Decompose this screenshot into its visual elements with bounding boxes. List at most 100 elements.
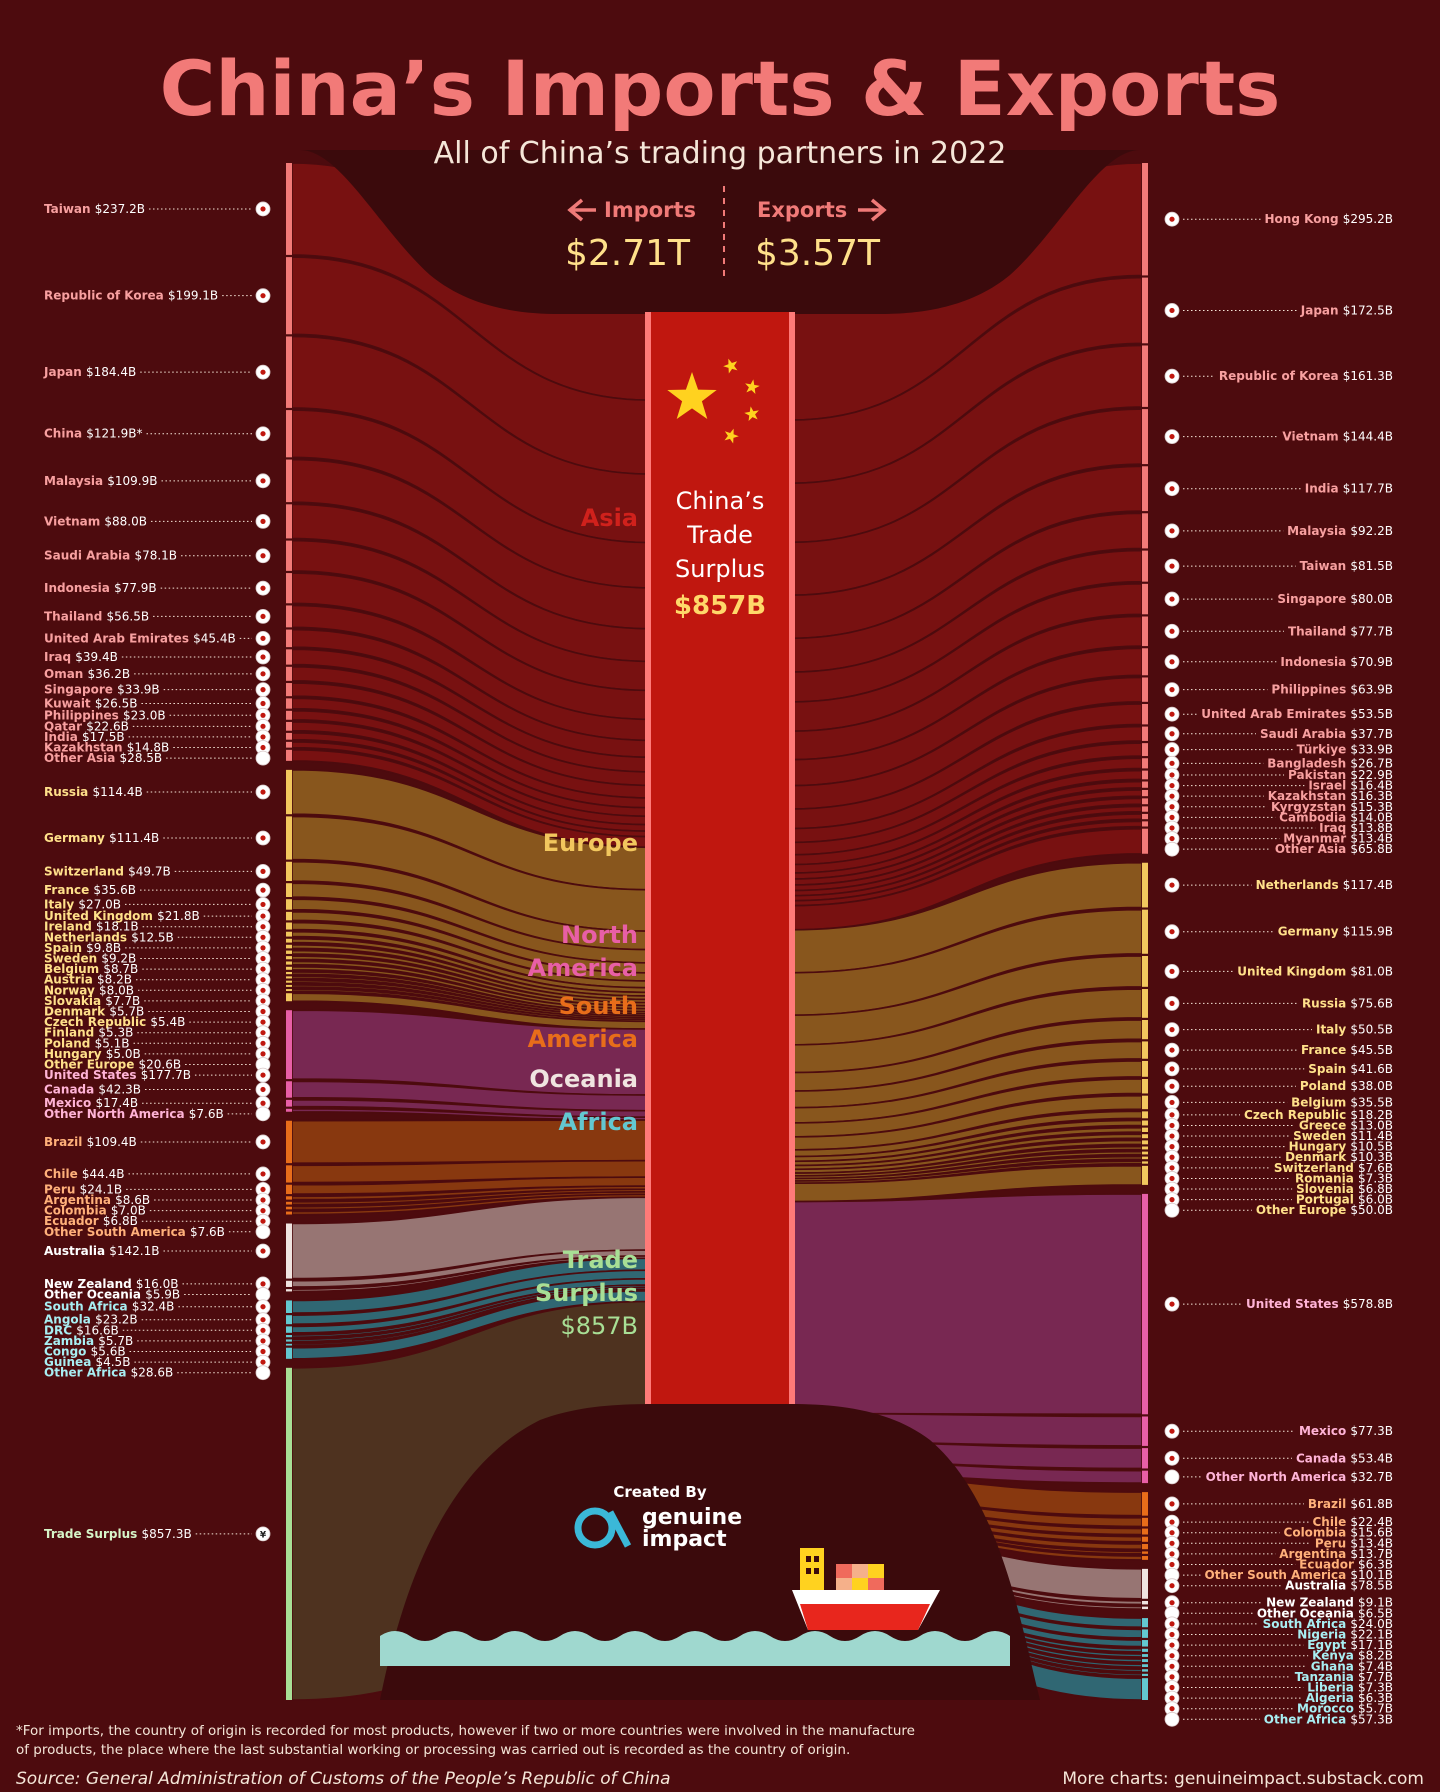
flag-thailand-icon <box>1164 623 1180 639</box>
import-bar-argentina <box>286 1196 292 1200</box>
flag-new-zealand-icon <box>255 1276 271 1292</box>
flag-egypt-icon <box>1164 1637 1180 1653</box>
flag-colombia-icon <box>1164 1525 1180 1541</box>
export-bar-other-africa <box>1142 1678 1148 1700</box>
import-bar-other-asia <box>286 749 292 761</box>
import-bar-peru <box>286 1184 292 1195</box>
import-bar-china <box>286 410 292 458</box>
export-label-egypt: Egypt $17.1B <box>1307 1638 1393 1652</box>
flag-czech-icon <box>255 1014 271 1030</box>
flag-italy-icon <box>1164 1022 1180 1038</box>
export-flow-united-states <box>789 1193 1143 1416</box>
export-bar-netherlands <box>1142 862 1148 908</box>
export-label-russia: Russia $75.6B <box>1302 996 1393 1010</box>
export-label-poland: Poland $38.0B <box>1300 1079 1393 1093</box>
flag-kazakhstan-icon <box>255 740 271 755</box>
import-label-slovakia: Slovakia $7.7B <box>44 994 140 1008</box>
flag-belgium-icon <box>1164 1095 1180 1110</box>
export-bar-belgium <box>1142 1095 1148 1110</box>
center-label-line-2: Trade <box>686 521 753 549</box>
export-bar-ecuador <box>1142 1551 1148 1554</box>
brand-line-1: genuine <box>642 1505 742 1530</box>
flag-algeria-icon <box>1164 1690 1180 1706</box>
export-bar-chile <box>1142 1517 1148 1527</box>
export-label-india: India $117.7B <box>1305 482 1393 496</box>
flag-singapore-icon <box>1164 591 1180 607</box>
export-label-other-north-america: Other North America $32.7B <box>1206 1470 1393 1484</box>
import-label-sweden: Sweden $9.2B <box>44 951 136 965</box>
flag-uk-icon <box>1164 963 1180 979</box>
flag-germany-icon <box>255 830 271 846</box>
region-label-trade-surplus: Surplus <box>535 1279 638 1307</box>
import-bar-other-north-america <box>286 1108 292 1112</box>
export-label-chile: Chile $22.4B <box>1313 1515 1394 1529</box>
export-bar-tanzania <box>1142 1659 1148 1663</box>
export-label-italy: Italy $50.5B <box>1316 1023 1393 1037</box>
import-bar-poland <box>286 984 292 987</box>
import-bar-ireland <box>286 922 292 930</box>
export-label-united-kingdom: United Kingdom $81.0B <box>1237 964 1393 978</box>
blank-circle-icon <box>255 1224 271 1240</box>
import-bar-other-oceania <box>286 1289 292 1292</box>
export-label-kazakhstan: Kazakhstan $16.3B <box>1268 789 1393 803</box>
import-bar-trade-surplus <box>286 1367 292 1700</box>
export-label-liberia: Liberia $7.3B <box>1307 1680 1393 1694</box>
export-bar-ghana <box>1142 1654 1148 1657</box>
import-label-zambia: Zambia $5.7B <box>44 1334 133 1348</box>
export-label-bangladesh: Bangladesh $26.7B <box>1267 756 1393 770</box>
import-label-italy: Italy $27.0B <box>44 897 121 911</box>
import-bar-republic-of-korea <box>286 257 292 335</box>
import-bar-zambia <box>286 1335 292 1338</box>
export-label-brazil: Brazil $61.8B <box>1308 1497 1393 1511</box>
export-bar-morocco <box>1142 1673 1148 1676</box>
blank-circle-icon <box>255 1106 271 1122</box>
export-bar-switzerland <box>1142 1146 1148 1150</box>
import-bar-vietnam <box>286 504 292 539</box>
flag-spain-icon <box>1164 1061 1180 1077</box>
flag-oman-icon <box>255 666 271 682</box>
import-bar-czech-republic <box>286 976 292 979</box>
flag-switzerland-icon <box>255 863 271 879</box>
export-bar-spain <box>1142 1060 1148 1077</box>
flag-iraq-icon <box>255 649 271 665</box>
import-bar-oman <box>286 666 292 681</box>
flag-cambodia-icon <box>1164 809 1180 825</box>
export-bar-liberia <box>1142 1664 1148 1668</box>
more-charts-link[interactable]: More charts: genuineimpact.substack.com <box>1062 1769 1424 1789</box>
flag-mexico-icon <box>1164 1423 1180 1439</box>
import-label-congo: Congo $5.6B <box>44 1344 126 1358</box>
flag-colombia-icon <box>255 1203 271 1219</box>
import-bar-italy <box>286 899 292 910</box>
export-flow-other-asia <box>789 827 1143 931</box>
flag-indonesia-icon <box>255 580 271 596</box>
flag-kyrgyzstan-icon <box>1164 799 1180 815</box>
import-label-peru: Peru $24.1B <box>44 1182 122 1196</box>
import-bar-malaysia <box>286 459 292 503</box>
center-value: $857B <box>674 591 766 621</box>
export-bar-republic-of-korea <box>1142 345 1148 407</box>
flag-australia-icon <box>1164 1578 1180 1594</box>
import-label-qatar: Qatar $22.6B <box>44 719 129 733</box>
flag-angola-icon <box>255 1312 271 1328</box>
export-bar-taiwan <box>1142 550 1148 582</box>
export-label-ecuador: Ecuador $6.3B <box>1299 1558 1393 1572</box>
export-bar-mexico <box>1142 1416 1148 1446</box>
small-star-icon <box>744 406 759 422</box>
import-bar-mexico <box>286 1099 292 1107</box>
flag-italy-icon <box>255 897 271 912</box>
flag-uae-icon <box>255 630 271 646</box>
import-bar-united-kingdom <box>286 911 292 921</box>
region-label-asia: Asia <box>581 504 638 532</box>
export-label-republic-of-korea: Republic of Korea $161.3B <box>1219 369 1393 383</box>
export-label-sweden: Sweden $11.4B <box>1293 1129 1393 1143</box>
import-label-new-zealand: New Zealand $16.0B <box>44 1277 179 1291</box>
flag-slovenia-icon <box>1164 1181 1180 1197</box>
import-label-finland: Finland $5.3B <box>44 1026 133 1040</box>
flag-finland-icon <box>255 1025 271 1041</box>
export-bar-poland <box>1142 1078 1148 1094</box>
export-label-ghana: Ghana $7.4B <box>1311 1659 1393 1673</box>
export-bar-india <box>1142 466 1148 512</box>
flag-zambia-icon <box>255 1333 271 1349</box>
top-panel <box>300 150 1140 314</box>
